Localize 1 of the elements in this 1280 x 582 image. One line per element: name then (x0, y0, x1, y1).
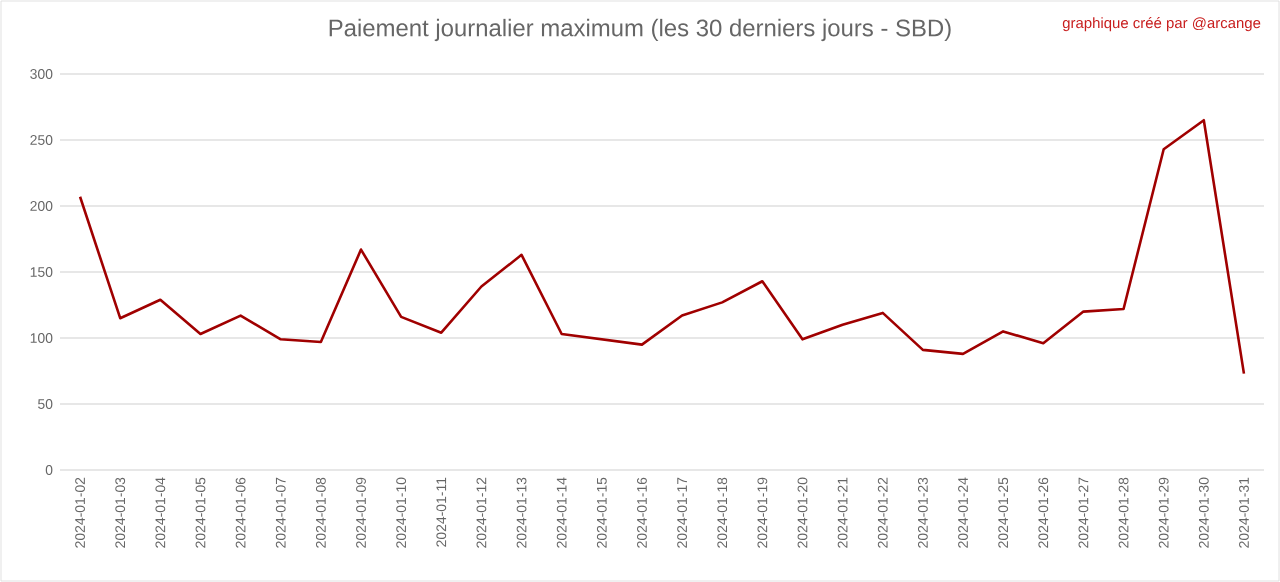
chart-title: Paiement journalier maximum (les 30 derniers jours - SBD) (329, 18, 951, 42)
